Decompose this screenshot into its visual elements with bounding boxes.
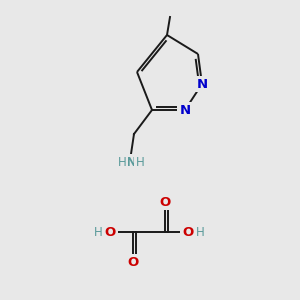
Text: O: O [128,256,139,268]
Text: N: N [196,77,208,91]
Text: O: O [159,196,171,208]
Text: N: N [179,103,191,116]
Text: O: O [104,226,116,238]
Text: H: H [118,155,126,169]
Text: H: H [136,155,144,169]
Text: N: N [125,155,136,169]
Text: H: H [94,226,102,238]
Text: H: H [196,226,204,238]
Text: O: O [182,226,194,238]
